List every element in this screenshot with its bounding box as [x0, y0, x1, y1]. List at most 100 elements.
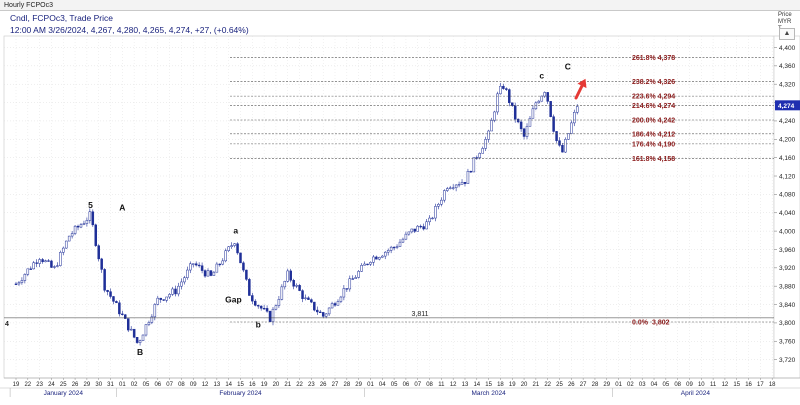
candle-body	[440, 199, 443, 205]
candle-body	[70, 233, 74, 237]
candle-body	[180, 281, 183, 287]
y-tick-label: 4,160	[779, 155, 796, 162]
x-tick-label: 28	[592, 382, 599, 388]
x-tick-label: 22	[24, 382, 31, 388]
x-tick-label: 02	[131, 382, 138, 388]
candle-body	[254, 300, 257, 306]
candle-body	[369, 262, 372, 265]
candle-body	[38, 259, 41, 264]
scroll-up-button[interactable]: ▲	[779, 28, 795, 40]
candle-body	[336, 301, 340, 306]
fib-level-label: 214.6% 4,274	[632, 103, 675, 110]
candle-body	[549, 101, 552, 117]
candle-body	[32, 262, 35, 270]
candle-body	[271, 308, 275, 322]
x-tick-label: 08	[178, 382, 185, 388]
candle-body	[425, 221, 428, 230]
candle-body	[17, 282, 21, 285]
x-tick-label: 01	[119, 382, 126, 388]
candle-body	[115, 301, 118, 304]
candle-body	[543, 92, 546, 97]
x-tick-label: 08	[674, 382, 681, 388]
y-tick-label: 4,200	[779, 137, 796, 144]
candle-body	[118, 302, 121, 315]
candle-body	[298, 285, 301, 291]
fib-level-label: 223.6% 4,294	[632, 94, 675, 101]
candle-body	[191, 263, 195, 265]
x-tick-label: 19	[509, 382, 516, 388]
candle-body	[342, 288, 346, 298]
candle-body	[147, 322, 151, 325]
candle-body	[354, 277, 357, 279]
x-tick-label: 31	[107, 382, 114, 388]
candle-body	[59, 252, 62, 266]
month-label: April 2024	[681, 390, 711, 397]
x-tick-label: 07	[414, 382, 421, 388]
candle-body	[513, 105, 517, 120]
x-tick-label: 15	[237, 382, 244, 388]
candle-body	[496, 93, 499, 113]
candle-body	[516, 118, 520, 123]
candle-body	[457, 184, 461, 186]
candle-body	[200, 265, 204, 271]
candle-body	[159, 297, 162, 300]
fib-base-percent: 0.0%	[632, 319, 649, 326]
candle-body	[121, 313, 124, 315]
wave-label: a	[233, 225, 238, 235]
candle-body	[372, 256, 375, 263]
candle-body	[490, 120, 493, 132]
candle-body	[156, 297, 160, 305]
candle-body	[366, 263, 369, 266]
x-tick-label: 23	[36, 382, 43, 388]
x-tick-label: 12	[202, 382, 209, 388]
candle-body	[570, 122, 573, 134]
candle-body	[469, 170, 473, 173]
y-tick-label: 4,080	[779, 192, 796, 199]
candle-body	[454, 184, 458, 189]
candle-body	[410, 228, 414, 233]
candle-body	[324, 313, 328, 317]
candle-body	[434, 206, 437, 219]
x-tick-label: 24	[48, 382, 55, 388]
x-tick-label: 07	[166, 382, 173, 388]
candle-body	[546, 92, 549, 102]
candle-body	[401, 238, 405, 243]
candle-body	[141, 334, 145, 341]
candle-body	[522, 128, 526, 137]
x-tick-label: 01	[615, 382, 622, 388]
x-tick-label: 20	[273, 382, 280, 388]
candle-body	[345, 288, 349, 290]
candle-body	[383, 251, 387, 257]
candle-body	[56, 265, 59, 267]
x-tick-label: 30	[95, 382, 102, 388]
x-tick-label: 05	[391, 382, 398, 388]
x-tick-label: 13	[462, 382, 469, 388]
candle-body	[392, 246, 396, 249]
wave-label: Gap	[225, 294, 242, 304]
candle-body	[531, 108, 535, 119]
wave-label: B	[137, 347, 143, 357]
x-tick-label: 28	[343, 382, 350, 388]
x-tick-label: 22	[544, 382, 551, 388]
candle-body	[209, 270, 213, 276]
candle-body	[443, 190, 446, 201]
candle-body	[475, 157, 479, 159]
x-tick-label: 15	[733, 382, 740, 388]
x-tick-label: 19	[261, 382, 268, 388]
candle-body	[153, 304, 157, 318]
candle-body	[203, 270, 207, 277]
last-price-label: 4,274	[778, 103, 795, 110]
x-tick-label: 13	[214, 382, 221, 388]
y-tick-label: 3,920	[779, 265, 796, 272]
window-title: Hourly FCPOc3	[0, 0, 800, 11]
candle-body	[528, 117, 532, 127]
candle-body	[555, 131, 558, 141]
y-tick-label: 3,840	[779, 302, 796, 309]
x-tick-label: 08	[426, 382, 433, 388]
candle-body	[197, 264, 201, 267]
candle-body	[215, 263, 219, 273]
candle-body	[537, 100, 541, 104]
x-tick-label: 09	[686, 382, 693, 388]
candle-body	[106, 290, 109, 292]
